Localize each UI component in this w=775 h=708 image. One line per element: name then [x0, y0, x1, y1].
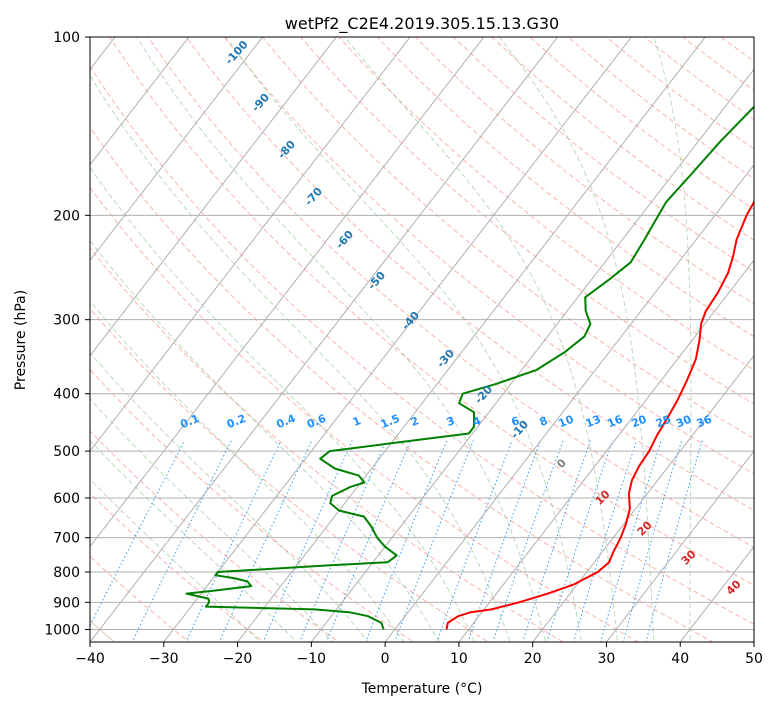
moist-adiabat-line [344, 37, 619, 642]
isotherm-line [90, 37, 559, 642]
mixing-ratio-line [325, 440, 412, 642]
moist-adiabat-line [136, 37, 547, 642]
isotherm-line [163, 37, 633, 642]
dry-adiabat-line [90, 187, 639, 642]
x-tick-label: −20 [223, 651, 253, 667]
dry-adiabat-line [90, 65, 754, 625]
y-tick-label: 900 [53, 595, 80, 611]
isobars [90, 37, 754, 630]
isotherm-line [605, 450, 754, 642]
plot-frame [89, 36, 755, 643]
moist-adiabat-line [90, 239, 440, 642]
y-tick-label: 800 [53, 565, 80, 581]
mixing-ratio-label: 3 [445, 414, 457, 429]
dry-adiabats [90, 10, 775, 654]
dry-adiabat-line [185, 37, 754, 511]
dry-adiabat-line [90, 126, 714, 642]
x-tick-label: 40 [671, 651, 689, 667]
y-tick-label: 200 [53, 208, 80, 224]
mixing-ratio-line [262, 440, 353, 642]
y-axis-label: Pressure (hPa) [13, 290, 29, 390]
dry-adiabat-line [223, 37, 754, 475]
mixing-ratio-line [185, 440, 282, 642]
y-tick-label: 400 [53, 387, 80, 403]
temperature-trace [445, 199, 754, 630]
mixing-ratio-line [299, 440, 387, 642]
y-tick-label: 300 [53, 313, 80, 329]
moist-adiabats [90, 37, 692, 642]
mixing-ratio-label: 36 [695, 413, 714, 431]
mixing-ratio-label: 10 [557, 413, 576, 431]
x-tick-label: 50 [745, 651, 763, 667]
x-tick-label: 10 [450, 651, 468, 667]
mixing-ratio-line [131, 440, 232, 642]
mixing-ratio-label: 30 [674, 413, 693, 431]
dry-adiabat-line [90, 307, 490, 642]
moist-adiabat-line [653, 37, 692, 642]
y-tick-label: 100 [53, 30, 80, 46]
plot-layers: -100-90-80-70-60-50-40-30-20-100.1 0.2 0.4… [0, 10, 775, 654]
moist-adiabat-line [90, 478, 262, 642]
mixing-ratio-line [572, 440, 638, 642]
mixing-ratio-label: 1 [351, 414, 363, 429]
y-tick-label: 1000 [44, 622, 80, 638]
moist-adiabat-line [499, 37, 655, 642]
isotherm-line [532, 354, 754, 642]
x-tick-label: −40 [75, 651, 105, 667]
mixing-ratio-label: 13 [584, 413, 603, 431]
y-tick-label: 500 [53, 444, 80, 460]
dry-adiabat-line [90, 368, 415, 642]
dry-adiabat-line [261, 37, 754, 440]
isotherm-line [236, 37, 706, 642]
isotherm-line [90, 37, 411, 452]
mixing-ratio-lines [90, 440, 703, 642]
dewpoint-trace [185, 105, 754, 630]
mixing-ratio-line [492, 440, 564, 642]
isotherm-line [90, 37, 190, 166]
moist-adiabat-line [225, 37, 583, 642]
dry-adiabat-line [90, 555, 190, 642]
x-tick-label: 30 [598, 651, 616, 667]
dry-adiabat-line [760, 10, 775, 654]
axis-ticks: −40 −30 −20 −10 0 10 20 30 40 50 100 200 300 400 500 60… [44, 30, 763, 667]
plot-area [90, 37, 754, 642]
y-tick-label: 600 [53, 491, 80, 507]
chart-title: wetPf2_C2E4.2019.305.15.13.G30 [285, 14, 559, 34]
isotherm-line [458, 259, 754, 642]
x-tick-label: −10 [297, 651, 327, 667]
isotherms [0, 10, 754, 654]
mixing-ratio-line [467, 440, 541, 642]
x-axis-label: Temperature (°C) [361, 681, 483, 697]
x-tick-label: −30 [149, 651, 179, 667]
moist-adiabat-line [90, 439, 298, 642]
dry-adiabat-line [300, 37, 754, 405]
sounding-traces [185, 105, 754, 630]
moist-adiabat-line [90, 398, 334, 642]
isotherm-line [90, 37, 264, 262]
mixing-ratio-line [622, 440, 683, 642]
y-tick-label: 700 [53, 531, 80, 547]
mixing-ratio-label: 2 [409, 414, 421, 429]
x-tick-label: 20 [524, 651, 542, 667]
dry-adiabat-line [109, 37, 754, 586]
mixing-ratio-label: 8 [538, 414, 550, 429]
isotherm-line [384, 163, 754, 642]
dry-adiabat-line [90, 247, 565, 642]
mixing-ratio-label: 16 [605, 413, 624, 431]
isotherm-line [90, 37, 337, 357]
mixing-ratio-line [546, 440, 613, 642]
mixing-ratio-label: 20 [629, 413, 648, 431]
isotherm-line [0, 10, 62, 654]
dry-adiabat-line [90, 430, 340, 642]
moist-adiabat-line [90, 300, 405, 642]
mixing-ratio-line [645, 440, 703, 642]
mixing-ratio-line [600, 440, 662, 642]
x-tick-label: 0 [381, 651, 390, 667]
moist-adiabat-line [90, 74, 511, 642]
isotherm-line [90, 37, 485, 548]
mixing-ratio-label: 25 [654, 413, 673, 431]
